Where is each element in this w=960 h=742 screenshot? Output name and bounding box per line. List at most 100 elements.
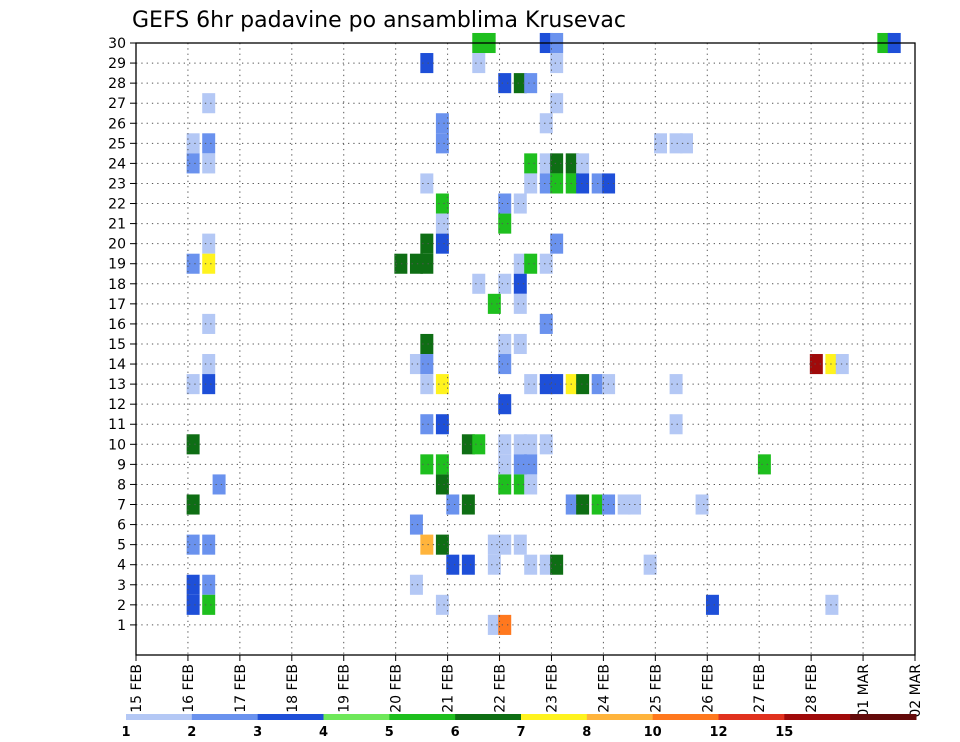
x-tick-label: 15 FEB	[129, 664, 145, 713]
x-tick-label: 24 FEB	[596, 664, 612, 713]
grid-lines	[136, 42, 915, 655]
heatmap-cell	[461, 494, 475, 515]
heatmap-cell	[565, 374, 579, 395]
heatmap-cell	[513, 333, 527, 355]
colorbar-segment	[257, 714, 324, 720]
colorbar-segment	[126, 714, 193, 720]
heatmap-cell	[435, 374, 449, 395]
heatmap-cell	[513, 474, 527, 495]
heatmap-cell	[539, 313, 553, 334]
heatmap-cell	[186, 153, 200, 174]
y-tick-label: 15	[108, 337, 126, 353]
heatmap-cell	[420, 173, 434, 194]
heatmap-cell	[550, 53, 564, 74]
heatmap-cell	[513, 454, 527, 475]
colorbar-label: 7	[516, 725, 525, 740]
heatmap-cell	[498, 534, 512, 555]
heatmap-cell	[524, 554, 538, 575]
heatmap-cell	[202, 574, 216, 595]
heatmap-cell	[513, 293, 527, 314]
heatmap-cell	[498, 614, 512, 635]
heatmap-cell	[576, 374, 590, 395]
heatmap-cell	[565, 153, 579, 174]
heatmap-cell	[186, 133, 200, 154]
heatmap-cell	[420, 333, 434, 355]
heatmap-cell	[550, 233, 564, 254]
heatmap-cell	[576, 173, 590, 194]
y-tick-label: 21	[108, 217, 126, 233]
heatmap-cell	[202, 313, 216, 334]
heatmap-cell	[524, 153, 538, 174]
heatmap-cell	[202, 253, 216, 274]
heatmap-cell	[420, 374, 434, 395]
y-tick-label: 30	[108, 36, 126, 52]
colorbar-label: 4	[319, 725, 328, 740]
y-tick-label: 6	[117, 518, 126, 534]
y-tick-label: 28	[108, 76, 126, 92]
heatmap-cell	[186, 574, 200, 595]
heatmap-cell	[487, 614, 501, 635]
x-tick-label: 22 FEB	[493, 664, 509, 713]
chart-title: GEFS 6hr padavine po ansamblima Krusevac	[132, 8, 626, 33]
heatmap-cell	[539, 153, 553, 174]
heatmap-cell	[446, 494, 460, 515]
colorbar-label: 3	[253, 725, 262, 740]
heatmap-cell	[420, 253, 434, 274]
heatmap-cell	[420, 414, 434, 435]
y-tick-label: 18	[108, 277, 126, 293]
heatmap-cell	[435, 454, 449, 475]
heatmap-cell	[202, 354, 216, 375]
heatmap-cell	[435, 233, 449, 254]
heatmap-cell	[498, 333, 512, 355]
heatmap-cell	[498, 73, 512, 94]
colorbar-segment	[389, 714, 456, 720]
heatmap-cell	[550, 153, 564, 174]
colorbar-label: 1	[121, 725, 130, 740]
colorbar-segment	[521, 714, 588, 720]
colorbar-segment	[586, 714, 654, 720]
y-tick-label: 10	[108, 437, 126, 453]
y-tick-label: 14	[108, 357, 126, 373]
y-tick-label: 25	[108, 136, 126, 152]
heatmap-cell	[539, 374, 553, 395]
heatmap-cell	[576, 153, 590, 174]
y-tick-label: 20	[108, 237, 126, 253]
heatmap-cell	[565, 173, 579, 194]
colorbar-label: 8	[582, 725, 591, 740]
colorbar-segment	[323, 714, 390, 720]
heatmap-cell	[524, 374, 538, 395]
y-tick-label: 9	[117, 457, 126, 473]
heatmap-cell	[809, 354, 823, 375]
colorbar-label: 10	[644, 725, 662, 740]
x-tick-label: 27 FEB	[752, 664, 768, 713]
heatmap-cell	[669, 374, 683, 395]
heatmap-cell	[550, 374, 564, 395]
heatmap-cell	[550, 93, 564, 114]
x-tick-label: 02 MAR	[908, 664, 924, 718]
heatmap-cell	[498, 273, 512, 294]
y-tick-label: 2	[117, 598, 126, 614]
heatmap-cell	[202, 233, 216, 254]
heatmap-cell	[498, 454, 512, 475]
heatmap-cell	[487, 554, 501, 575]
heatmap-cell	[435, 414, 449, 435]
plot-frame	[135, 42, 916, 656]
y-tick-label: 12	[108, 397, 126, 413]
heatmap-cell	[409, 514, 423, 535]
heatmap-cell	[202, 374, 216, 395]
heatmap-cell	[420, 454, 434, 475]
x-tick-label: 17 FEB	[233, 664, 249, 713]
heatmap-cell	[825, 594, 839, 615]
heatmap-cell	[513, 434, 527, 455]
y-tick-label: 13	[108, 377, 126, 393]
heatmap-cell	[435, 534, 449, 555]
heatmap-cell	[513, 193, 527, 214]
heatmap-cell	[186, 494, 200, 515]
heatmap-cell	[472, 273, 486, 294]
x-tick-label: 28 FEB	[804, 664, 820, 713]
heatmap-cell	[669, 414, 683, 435]
y-tick-label: 1	[117, 618, 126, 634]
heatmap-cell	[435, 594, 449, 615]
y-tick-label: 24	[108, 156, 126, 172]
x-tick-label: 01 MAR	[856, 664, 872, 718]
